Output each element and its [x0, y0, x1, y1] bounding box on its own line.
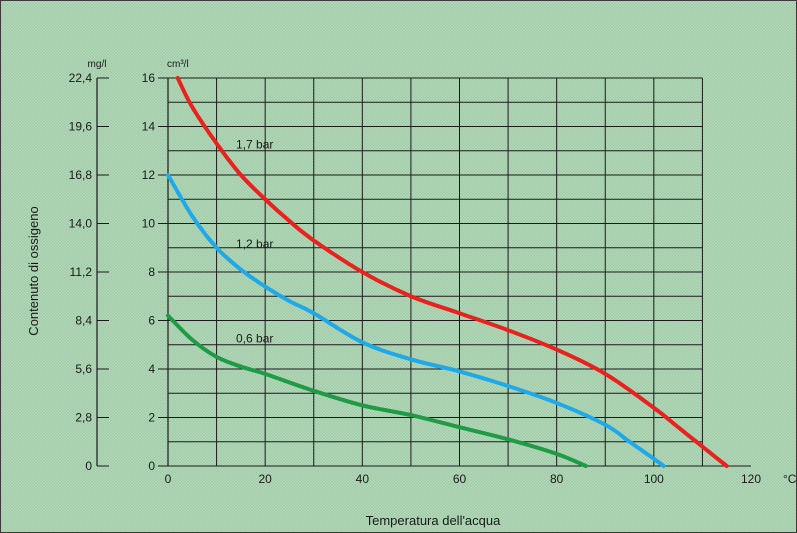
cm3-tick-label: 4 [148, 362, 155, 376]
y-axis-title: Contenuto di ossigeno [26, 206, 41, 335]
cm3-tick-label: 8 [148, 265, 155, 279]
mg-tick-label: 2,8 [75, 411, 92, 425]
cm3-tick-label: 10 [142, 217, 156, 231]
y-unit-right: cm³/l [167, 59, 189, 70]
curve-label: 0,6 bar [236, 331, 273, 345]
cm3-tick-label: 16 [142, 71, 156, 85]
mg-tick-label: 22,4 [69, 71, 93, 85]
x-axis: 0 20 40 60 80 100 120 [165, 472, 762, 486]
y-unit-left: mg/l [88, 59, 107, 70]
x-tick-label: 100 [644, 472, 664, 486]
mg-tick-label: 14,0 [69, 217, 93, 231]
x-tick-label: 40 [356, 472, 370, 486]
mg-tick-label: 11,2 [70, 265, 93, 279]
series-line-0 [175, 76, 729, 468]
x-axis-title: Temperatura dell'acqua [366, 513, 501, 528]
curve-label: 1,2 bar [236, 237, 273, 251]
mg-tick-label: 19,6 [69, 120, 93, 134]
x-tick-label: 120 [741, 472, 761, 486]
curve-labels: 1,7 bar 1,2 bar 0,6 bar [236, 137, 273, 345]
curve-label: 1,7 bar [236, 137, 273, 151]
grid [167, 77, 751, 467]
x-unit: °C [783, 472, 796, 486]
series-group [166, 76, 729, 468]
x-tick-label: 60 [453, 472, 467, 486]
cm3-tick-label: 12 [142, 168, 156, 182]
mg-tick-label: 5,6 [75, 362, 92, 376]
x-tick-label: 20 [258, 472, 272, 486]
x-tick-label: 0 [165, 472, 172, 486]
series-line-2 [166, 313, 588, 468]
mg-axis: 0 2,8 5,6 8,4 11,2 14,0 16,8 19,6 22,4 [69, 71, 109, 473]
cm3-tick-label: 14 [142, 120, 156, 134]
mg-tick-label: 16,8 [69, 168, 93, 182]
x-tick-label: 80 [550, 472, 564, 486]
cm3-tick-label: 0 [148, 459, 155, 473]
cm3-tick-label: 2 [148, 411, 155, 425]
series-line-1 [166, 173, 666, 468]
mg-tick-label: 8,4 [75, 314, 92, 328]
mg-tick-label: 0 [85, 459, 92, 473]
cm3-axis: 0 2 4 6 8 10 12 14 16 [142, 71, 169, 473]
cm3-tick-label: 6 [148, 314, 155, 328]
